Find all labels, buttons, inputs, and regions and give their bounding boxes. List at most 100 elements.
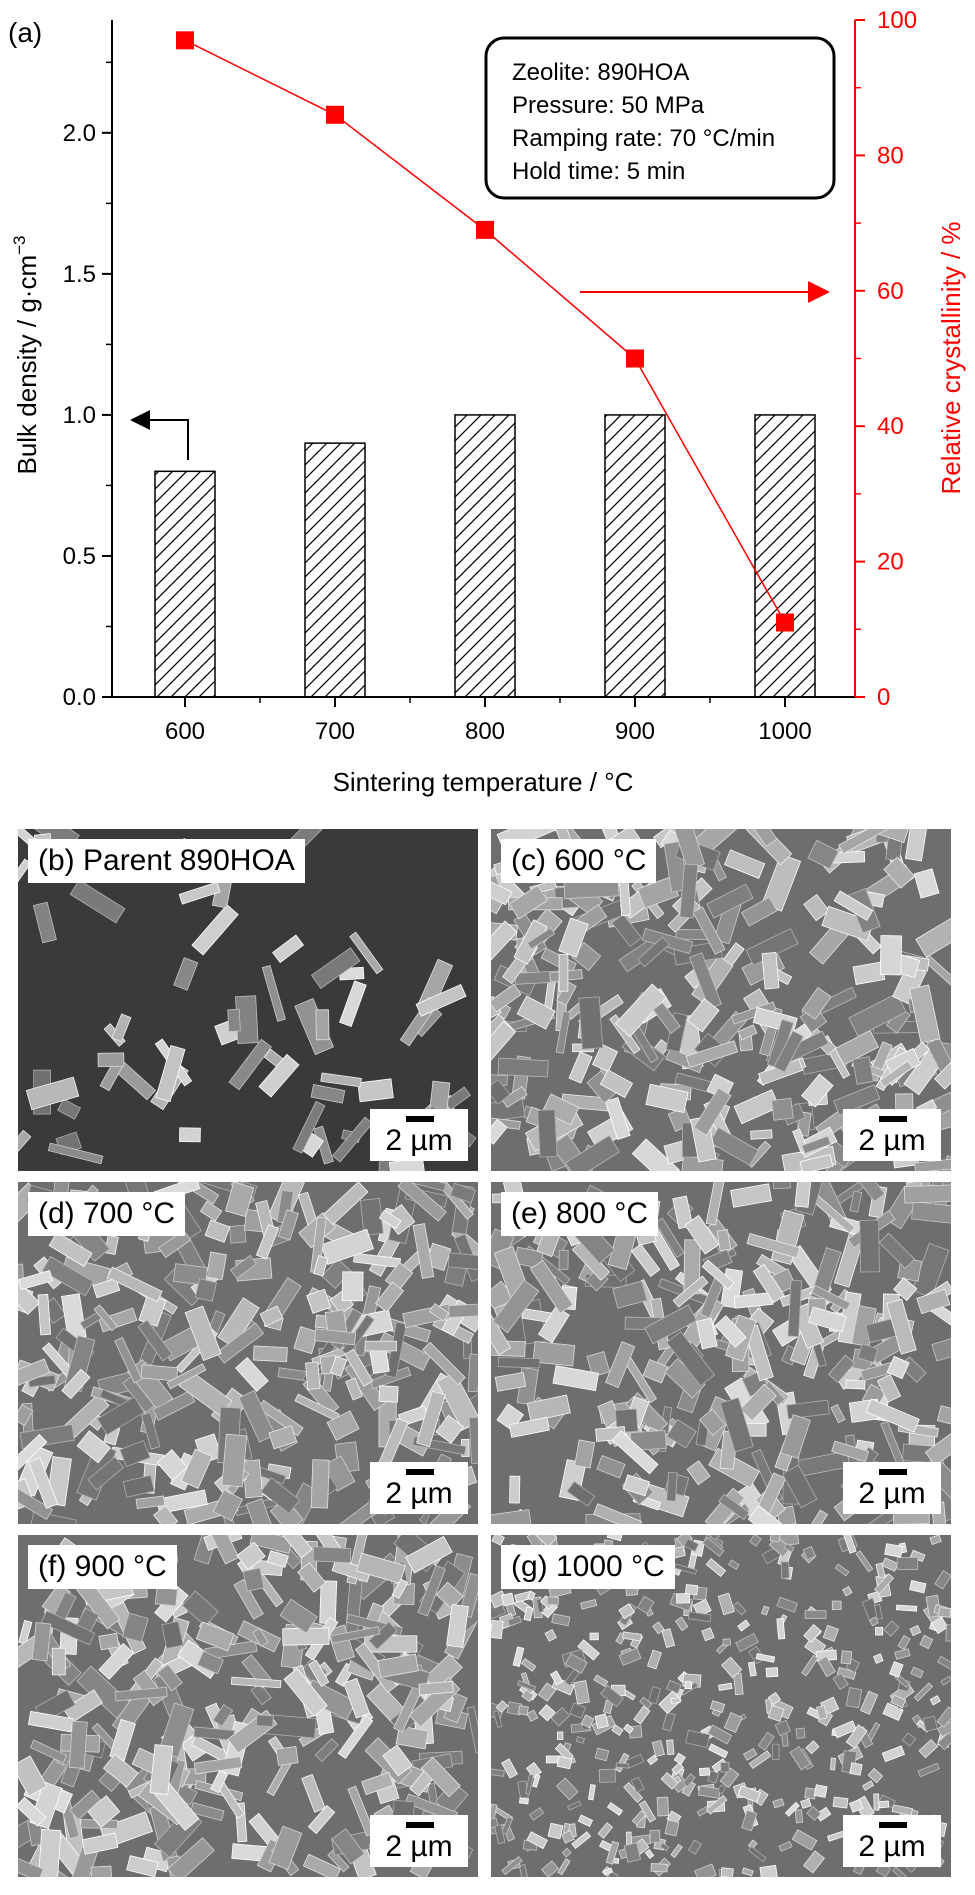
crystal <box>521 1689 535 1703</box>
scale-bar-icon: 2 µm <box>843 1815 941 1867</box>
crystal <box>853 1182 886 1203</box>
crystal <box>692 1598 712 1618</box>
crystal <box>561 1830 575 1844</box>
crystal <box>596 1455 626 1479</box>
crystal <box>568 1051 593 1084</box>
x-tick-label: 1000 <box>758 718 811 745</box>
crystal <box>705 1794 728 1815</box>
crystal <box>755 1653 776 1663</box>
crystal <box>830 1757 836 1771</box>
crystal <box>929 1695 941 1706</box>
crystal <box>527 927 556 950</box>
crystal <box>813 1784 828 1798</box>
crystal <box>252 1627 269 1647</box>
crystal <box>761 952 780 990</box>
crystal <box>332 1116 374 1163</box>
crystal <box>720 1762 730 1773</box>
x-ticks: 600 700 800 900 1000 <box>165 697 812 745</box>
bar <box>154 470 216 698</box>
scale-bar-icon: 2 µm <box>370 1462 468 1514</box>
crystal <box>564 1668 580 1687</box>
crystal <box>718 1493 750 1521</box>
crystal <box>803 1624 822 1643</box>
crystal <box>567 1800 582 1811</box>
crystal <box>320 1228 374 1266</box>
y-right-tick-label: 0 <box>877 684 890 711</box>
crystal <box>491 1619 504 1639</box>
scale-bar-icon: 2 µm <box>843 1109 941 1161</box>
crystal <box>495 1700 509 1713</box>
crystal <box>395 1725 429 1750</box>
crystal <box>832 1672 849 1691</box>
crystal <box>867 829 909 844</box>
crystal <box>684 1681 693 1690</box>
crystal <box>924 1429 951 1467</box>
crystal <box>420 1756 461 1798</box>
crystal <box>623 1723 634 1734</box>
crystal <box>832 1720 857 1739</box>
annotation-line: Zeolite: 890HOA <box>512 59 689 86</box>
crystal <box>205 1251 227 1281</box>
crystal <box>233 1578 264 1620</box>
data-point <box>776 613 794 632</box>
crystal <box>673 1752 686 1765</box>
crystal <box>879 935 903 976</box>
crystal <box>18 1433 48 1479</box>
crystal <box>929 1535 942 1546</box>
data-point <box>176 31 194 50</box>
crystal <box>705 1558 727 1578</box>
sem-panel-label: (g) 1000 °C <box>501 1545 675 1589</box>
crystal <box>708 1743 729 1759</box>
crystal <box>189 1802 225 1822</box>
crystal <box>491 1118 508 1145</box>
crystal <box>140 1412 161 1450</box>
crystal <box>901 1732 917 1747</box>
crystal <box>307 1804 336 1835</box>
bar <box>304 442 366 698</box>
crystal <box>293 1326 319 1355</box>
crystal <box>684 1214 720 1255</box>
crystal <box>343 1677 371 1719</box>
x-tick-label: 600 <box>165 718 205 745</box>
crystal <box>18 1278 41 1315</box>
crystal <box>701 1259 735 1290</box>
y-right-tick-label: 100 <box>877 7 917 34</box>
crystal <box>31 1622 52 1662</box>
crystal <box>780 1561 790 1579</box>
crystal <box>794 1182 814 1208</box>
crystal <box>857 1343 879 1364</box>
crystal <box>752 1263 785 1304</box>
crystal <box>446 1604 469 1648</box>
crystal <box>723 849 766 879</box>
crystal <box>152 1390 196 1421</box>
crystal <box>794 1809 804 1824</box>
crystal <box>665 1679 682 1694</box>
crystal <box>881 1745 906 1763</box>
y-right-tick-label: 20 <box>877 549 904 576</box>
crystal <box>661 1628 676 1648</box>
crystal <box>693 1087 732 1136</box>
crystal <box>933 1059 951 1090</box>
crystal <box>733 1089 780 1125</box>
crystal <box>229 1224 247 1244</box>
crystal <box>859 1690 879 1715</box>
crystal <box>606 1535 623 1542</box>
annotation-box: Zeolite: 890HOA Pressure: 50 MPa Ramping… <box>484 36 836 200</box>
crystal <box>817 1655 836 1678</box>
crystal <box>836 1666 857 1680</box>
crystal <box>803 894 830 922</box>
crystal <box>732 1672 744 1696</box>
crystal <box>435 1581 464 1610</box>
crystal <box>275 1745 299 1766</box>
crystal <box>771 1097 794 1121</box>
crystal <box>573 1680 590 1705</box>
crystal <box>686 998 720 1033</box>
crystal <box>831 1600 842 1610</box>
crystal <box>865 1398 920 1433</box>
crystal <box>838 829 891 855</box>
crystal <box>661 1711 676 1732</box>
crystal <box>647 1649 662 1670</box>
crystal <box>936 1706 951 1728</box>
crystal <box>732 1601 747 1616</box>
crystal <box>25 1076 80 1111</box>
